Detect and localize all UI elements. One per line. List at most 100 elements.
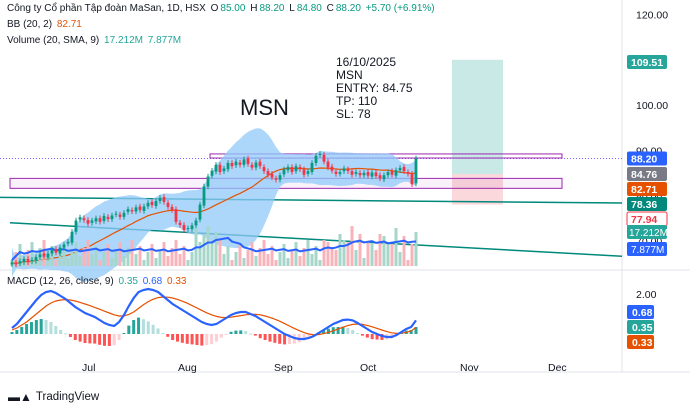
price-badge-label: 84.76 — [631, 169, 657, 181]
volume-bar — [330, 248, 334, 266]
candle-body — [178, 222, 182, 225]
macd-histogram-bar — [83, 334, 87, 343]
candle-body — [322, 154, 326, 162]
candle-body — [414, 158, 418, 184]
candle-body — [370, 172, 374, 177]
macd-histogram-bar — [244, 331, 248, 334]
candle-body — [50, 249, 54, 254]
candle-body — [114, 213, 118, 215]
macd-histogram-bar — [151, 324, 155, 334]
volume-bar — [290, 250, 294, 266]
macd-badge — [627, 335, 654, 349]
price-tick-label: 120.00 — [636, 10, 668, 22]
take-profit-zone — [452, 59, 503, 175]
volume-sma-badge — [627, 242, 667, 256]
candle-body — [110, 215, 114, 220]
candle-body — [210, 170, 214, 176]
candle-body — [246, 158, 250, 164]
volume-bar — [74, 242, 78, 266]
volume-bar — [258, 248, 262, 266]
candle-body — [74, 220, 78, 232]
volume-bar — [262, 240, 266, 266]
macd-histogram-bar — [219, 334, 223, 338]
price-badge — [627, 167, 667, 182]
candle-body — [170, 206, 174, 211]
macd-histogram-bar — [49, 322, 53, 334]
legend-vol-label: Volume (20, SMA, 9) — [7, 35, 100, 46]
macd-histogram-bar — [44, 320, 48, 334]
macd-histogram-bar — [375, 334, 379, 340]
legend-close: 88.20 — [335, 3, 361, 14]
candle-body — [286, 167, 290, 171]
volume-bar — [390, 244, 394, 266]
macd-histogram-bar — [59, 330, 63, 334]
volume-bar — [102, 252, 106, 266]
volume-bar — [250, 242, 254, 266]
candle-body — [358, 172, 362, 176]
volume-bar — [238, 244, 242, 266]
macd-badge-label: 0.68 — [632, 307, 653, 319]
legend-vol-value2: 7.877M — [147, 35, 182, 46]
volume-bar — [174, 240, 178, 266]
candle-body — [86, 220, 90, 224]
volume-bar — [210, 240, 214, 266]
legend-volume: Volume (20, SMA, 9) 17.212M 7.877M — [7, 35, 183, 46]
macd-histogram-bar — [414, 327, 418, 334]
macd-histogram-bar — [15, 330, 19, 334]
volume-bar — [138, 246, 142, 266]
macd-histogram-bar — [166, 334, 170, 337]
macd-histogram-bar — [346, 328, 350, 334]
candle-body — [198, 204, 202, 220]
candle-body — [306, 171, 310, 174]
candle-body — [214, 164, 218, 172]
macd-tick-label: 2.00 — [636, 289, 657, 301]
volume-bar — [302, 248, 306, 266]
price-badge-label: 77.94 — [631, 214, 657, 226]
volume-bar — [402, 236, 406, 266]
candle-body — [98, 218, 102, 222]
candle-body — [118, 214, 122, 217]
macd-histogram-bar — [141, 319, 145, 334]
volume-bar — [14, 252, 18, 266]
macd-badge-label: 0.33 — [632, 337, 653, 349]
candle-body — [262, 167, 266, 172]
volume-bar — [326, 242, 330, 266]
big-symbol-label: MSN — [240, 95, 289, 120]
macd-histogram-bar — [302, 334, 306, 341]
volume-bar — [282, 244, 286, 266]
candle-body — [310, 162, 314, 173]
candle-body — [218, 164, 222, 173]
price-badge-label: 109.51 — [631, 57, 663, 69]
legend-low-label: L — [289, 3, 295, 14]
volume-bar — [310, 254, 314, 266]
macd-histogram-bar — [185, 334, 189, 344]
volume-bar — [274, 260, 278, 266]
candle-body — [350, 171, 354, 175]
candle-body — [90, 220, 94, 223]
price-badge-label: 82.71 — [631, 184, 657, 196]
volume-bar — [398, 252, 402, 266]
volume-bar — [294, 242, 298, 266]
volume-bar — [54, 260, 58, 266]
price-badge — [627, 151, 667, 166]
volume-bar — [166, 256, 170, 266]
candle-body — [190, 225, 194, 230]
volume-bar — [62, 244, 66, 266]
legend-macd-label: MACD (12, 26, close, 9) — [7, 276, 114, 287]
macd-histogram-bar — [322, 330, 326, 334]
volume-bar — [314, 246, 318, 266]
volume-bar — [382, 236, 386, 266]
legend-low: 84.80 — [296, 3, 322, 14]
candle-body — [126, 209, 130, 212]
macd-histogram-bar — [10, 332, 14, 334]
volume-bar — [206, 226, 210, 266]
annotation-symbol: MSN — [336, 68, 363, 82]
price-badge-label: 88.20 — [631, 153, 657, 165]
candle-body — [386, 172, 390, 176]
price-badge — [627, 197, 667, 212]
tradingview-logo[interactable]: ▬▲ TradingView — [8, 390, 99, 404]
volume-bar — [106, 244, 110, 266]
volume-bar — [130, 240, 134, 266]
volume-bar — [186, 260, 190, 266]
